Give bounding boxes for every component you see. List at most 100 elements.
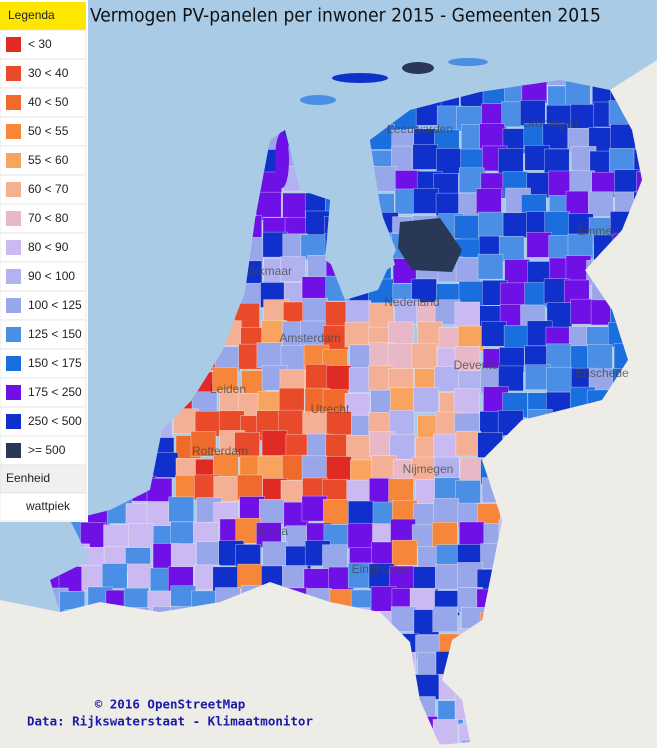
- legend-label: 80 < 90: [28, 240, 69, 254]
- municipality: [455, 480, 480, 505]
- municipality: [171, 544, 196, 569]
- municipality: [459, 522, 484, 547]
- legend-swatch: [6, 414, 21, 429]
- legend-label: 70 < 80: [28, 211, 69, 225]
- city-label: Leiden: [210, 382, 246, 396]
- municipality: [282, 566, 307, 591]
- municipality: [456, 257, 481, 282]
- legend-label: 30 < 40: [28, 66, 69, 80]
- city-label: Enschede: [575, 366, 629, 380]
- municipality: [454, 389, 479, 414]
- municipality: [283, 193, 308, 218]
- legend-label: 175 < 250: [28, 385, 82, 399]
- city-label: Nederland: [384, 295, 439, 309]
- legend-label: >= 500: [28, 443, 66, 457]
- municipality: [345, 322, 370, 347]
- island: [300, 95, 336, 105]
- city-label: Nijmegen: [403, 462, 454, 476]
- municipality: [279, 388, 304, 413]
- municipality: [147, 501, 172, 526]
- municipality: [171, 522, 196, 547]
- island: [448, 58, 488, 66]
- municipality: [456, 431, 481, 456]
- legend-swatch: [6, 66, 21, 81]
- legend-label: 60 < 70: [28, 182, 69, 196]
- city-label: Groningen: [522, 116, 578, 130]
- municipality: [500, 283, 525, 308]
- legend-label: 125 < 150: [28, 327, 82, 341]
- municipality: [390, 388, 415, 413]
- municipality: [432, 522, 457, 547]
- municipality: [128, 523, 153, 548]
- municipality: [455, 302, 480, 327]
- municipality: [102, 563, 127, 588]
- municipality: [326, 457, 351, 482]
- municipality: [413, 188, 438, 213]
- municipality: [326, 366, 351, 391]
- legend-swatch: [6, 95, 21, 110]
- municipality: [302, 456, 327, 481]
- municipality: [169, 497, 194, 522]
- legend-swatch: [6, 327, 21, 342]
- municipality: [412, 344, 437, 369]
- municipality: [371, 456, 396, 481]
- municipality: [346, 300, 371, 325]
- city-label: Rotterdam: [192, 444, 248, 458]
- municipality: [498, 149, 523, 174]
- island: [275, 132, 289, 188]
- municipality: [481, 321, 506, 346]
- legend-title: Legenda: [8, 8, 55, 22]
- municipality: [527, 232, 552, 257]
- city-label: Amsterdam: [279, 331, 340, 345]
- legend-swatch: [6, 443, 21, 458]
- municipality: [614, 170, 639, 195]
- municipality: [454, 215, 479, 240]
- legend-label: 100 < 125: [28, 298, 82, 312]
- municipality: [436, 149, 461, 174]
- credit: © 2016 OpenStreetMap: [95, 697, 246, 712]
- municipality: [478, 254, 503, 279]
- municipality: [435, 564, 460, 589]
- city-label: Alkmaar: [248, 264, 292, 278]
- municipality: [388, 344, 413, 369]
- municipality: [322, 545, 347, 570]
- legend-label: 40 < 50: [28, 95, 69, 109]
- municipality: [480, 124, 505, 149]
- legend-label: < 30: [28, 37, 52, 51]
- city-label: Utrecht: [311, 402, 350, 416]
- municipality: [505, 259, 530, 284]
- municipality: [476, 189, 501, 214]
- city-label: Emmen: [577, 224, 618, 238]
- municipality: [263, 542, 288, 567]
- legend-swatch: [6, 385, 21, 400]
- legend-label: 250 < 500: [28, 414, 82, 428]
- city-label: Eindhoven: [352, 562, 409, 576]
- municipality: [433, 434, 458, 459]
- municipality: [478, 212, 503, 237]
- municipality: [348, 501, 373, 526]
- credit: Data: Rijkswaterstaat - Klimaatmonitor: [27, 714, 313, 729]
- municipality: [128, 564, 153, 589]
- legend-swatch: [6, 269, 21, 284]
- municipality: [303, 298, 328, 323]
- city-label: Deventer: [454, 358, 503, 372]
- legend-swatch: [6, 153, 21, 168]
- unit-header: Eenheid: [6, 471, 50, 485]
- municipality: [259, 499, 284, 524]
- municipality: [503, 213, 528, 238]
- unit: wattpiek: [25, 499, 71, 513]
- city-label: Breda: [256, 524, 288, 538]
- island: [332, 73, 388, 83]
- legend-swatch: [6, 37, 21, 52]
- legend-label: 50 < 55: [28, 124, 69, 138]
- municipality: [433, 607, 458, 632]
- municipality: [434, 498, 459, 523]
- municipality: [413, 144, 438, 169]
- map-title: Vermogen PV-panelen per inwoner 2015 - G…: [90, 5, 601, 27]
- city-label: Leeuwarden: [387, 122, 453, 136]
- municipality: [237, 475, 262, 500]
- legend-swatch: [6, 240, 21, 255]
- municipality: [323, 499, 348, 524]
